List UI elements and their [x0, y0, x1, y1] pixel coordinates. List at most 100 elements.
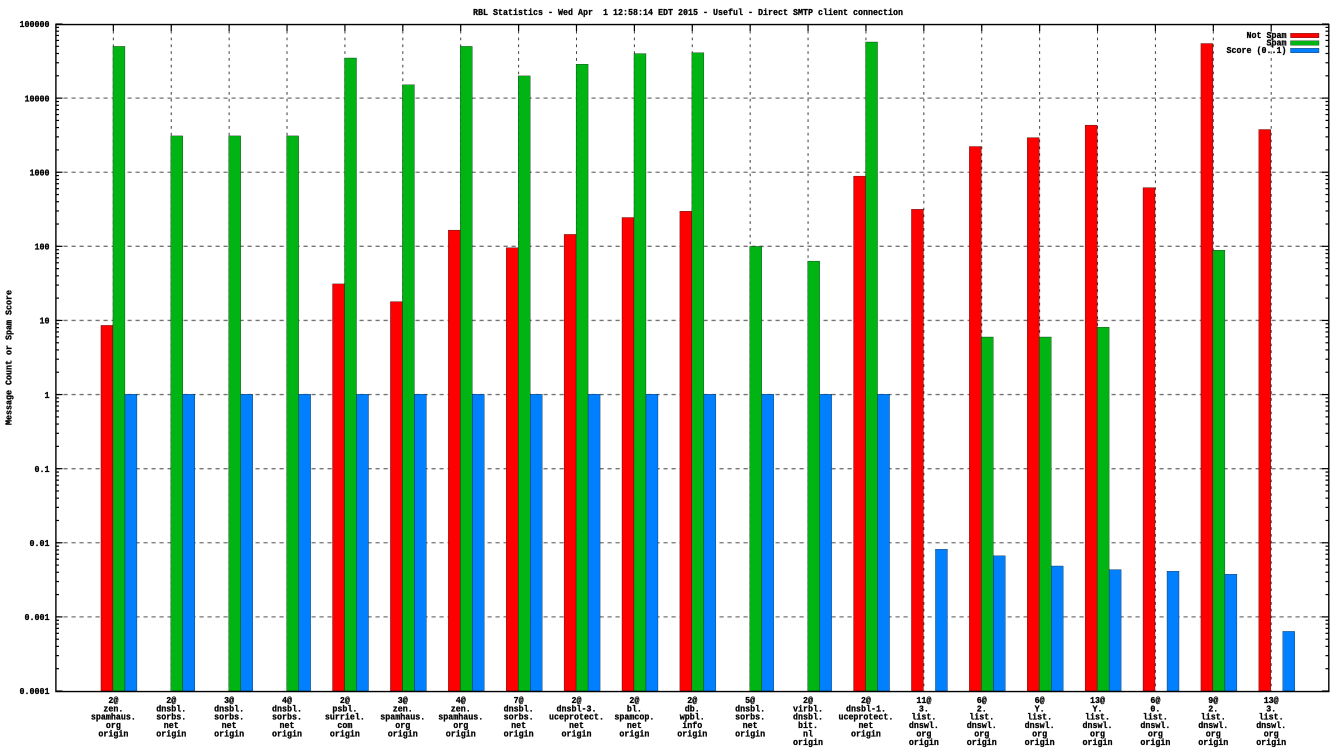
svg-text:list.: list. — [1259, 712, 1284, 723]
svg-text:2@: 2@ — [108, 695, 118, 706]
svg-text:2@: 2@ — [571, 695, 581, 706]
svg-text:info: info — [682, 720, 702, 731]
svg-text:origin: origin — [388, 728, 418, 739]
svg-text:origin: origin — [677, 728, 707, 739]
svg-text:origin: origin — [1140, 737, 1170, 748]
svg-text:dnswl.: dnswl. — [1256, 720, 1286, 731]
svg-text:0.1: 0.1 — [35, 464, 50, 475]
svg-text:net: net — [511, 720, 526, 731]
svg-text:RBL Statistics - Wed Apr 1 12: RBL Statistics - Wed Apr 1 12:58:14 EDT … — [473, 7, 903, 18]
svg-text:sorbs.: sorbs. — [156, 712, 186, 723]
svg-text:0.01: 0.01 — [30, 538, 50, 549]
svg-text:dnswl.: dnswl. — [967, 720, 997, 731]
svg-text:Score (0..1): Score (0..1) — [1227, 45, 1287, 56]
svg-text:psbl.: psbl. — [332, 703, 357, 714]
svg-text:9@: 9@ — [1208, 695, 1218, 706]
svg-text:dnsbl.: dnsbl. — [272, 703, 302, 714]
svg-text:origin: origin — [1083, 737, 1113, 748]
svg-text:zen.: zen. — [103, 703, 123, 714]
svg-text:11@: 11@ — [916, 695, 931, 706]
svg-text:10: 10 — [40, 316, 50, 327]
svg-text:4@: 4@ — [282, 695, 292, 706]
svg-text:net: net — [164, 720, 179, 731]
svg-text:net: net — [569, 720, 584, 731]
svg-text:list.: list. — [969, 712, 994, 723]
svg-text:dnsbl.: dnsbl. — [504, 703, 534, 714]
svg-text:6@: 6@ — [1150, 695, 1160, 706]
svg-text:2.: 2. — [977, 703, 987, 714]
svg-text:org: org — [916, 728, 931, 739]
svg-text:sorbs.: sorbs. — [214, 712, 244, 723]
svg-text:origin: origin — [967, 737, 997, 748]
svg-text:dnswl.: dnswl. — [1025, 720, 1055, 731]
svg-text:1: 1 — [45, 390, 50, 401]
svg-text:origin: origin — [1198, 737, 1228, 748]
svg-text:spamcop.: spamcop. — [614, 712, 654, 723]
svg-text:zen.: zen. — [451, 703, 471, 714]
svg-text:origin: origin — [446, 728, 476, 739]
svg-text:surriel.: surriel. — [325, 712, 365, 723]
svg-text:virbl.: virbl. — [793, 703, 823, 714]
svg-text:13@: 13@ — [1090, 695, 1105, 706]
svg-text:6@: 6@ — [1035, 695, 1045, 706]
svg-text:dnsbl-1.: dnsbl-1. — [846, 703, 886, 714]
svg-text:dnswl.: dnswl. — [1083, 720, 1113, 731]
svg-text:list.: list. — [911, 712, 936, 723]
svg-text:origin: origin — [851, 728, 881, 739]
svg-text:100000: 100000 — [20, 19, 50, 30]
svg-text:org: org — [1090, 728, 1105, 739]
svg-text:uceprotect.: uceprotect. — [838, 712, 893, 723]
svg-text:100: 100 — [35, 242, 50, 253]
svg-text:net: net — [627, 720, 642, 731]
svg-text:dnsbl-3.: dnsbl-3. — [556, 703, 596, 714]
svg-text:origin: origin — [1256, 737, 1286, 748]
svg-text:db.: db. — [685, 703, 700, 714]
svg-text:zen.: zen. — [393, 703, 413, 714]
svg-text:org: org — [1148, 728, 1163, 739]
svg-text:list.: list. — [1201, 712, 1226, 723]
svg-text:sorbs.: sorbs. — [504, 712, 534, 723]
svg-text:origin: origin — [330, 728, 360, 739]
svg-text:3.: 3. — [919, 703, 929, 714]
svg-text:origin: origin — [793, 737, 823, 748]
svg-text:2@: 2@ — [687, 695, 697, 706]
svg-text:bl.: bl. — [627, 703, 642, 714]
svg-text:spamhaus.: spamhaus. — [438, 712, 483, 723]
svg-text:org: org — [106, 720, 121, 731]
svg-text:Spam: Spam — [1267, 37, 1287, 48]
svg-text:0.0001: 0.0001 — [20, 686, 50, 697]
svg-text:2@: 2@ — [803, 695, 813, 706]
svg-text:origin: origin — [1025, 737, 1055, 748]
svg-text:3.: 3. — [1266, 703, 1276, 714]
svg-text:origin: origin — [735, 728, 765, 739]
svg-text:org: org — [1206, 728, 1221, 739]
svg-text:5@: 5@ — [745, 695, 755, 706]
svg-text:2@: 2@ — [166, 695, 176, 706]
svg-text:Y.: Y. — [1035, 703, 1045, 714]
svg-text:2@: 2@ — [861, 695, 871, 706]
svg-text:net: net — [743, 720, 758, 731]
svg-text:1000: 1000 — [30, 167, 50, 178]
svg-text:bit.: bit. — [798, 720, 818, 731]
svg-text:list.: list. — [1085, 712, 1110, 723]
svg-text:net: net — [280, 720, 295, 731]
svg-text:net: net — [858, 720, 873, 731]
svg-text:org: org — [395, 720, 410, 731]
svg-text:wpbl.: wpbl. — [680, 712, 705, 723]
svg-text:list.: list. — [1027, 712, 1052, 723]
svg-text:6@: 6@ — [977, 695, 987, 706]
svg-text:list.: list. — [1143, 712, 1168, 723]
svg-text:origin: origin — [214, 728, 244, 739]
svg-text:Not Spam: Not Spam — [1247, 30, 1287, 41]
svg-text:dnsbl.: dnsbl. — [793, 712, 823, 723]
svg-text:2.: 2. — [1208, 703, 1218, 714]
svg-text:2@: 2@ — [340, 695, 350, 706]
svg-text:dnsbl.: dnsbl. — [735, 703, 765, 714]
svg-text:org: org — [974, 728, 989, 739]
svg-text:net: net — [222, 720, 237, 731]
svg-text:org: org — [453, 720, 468, 731]
svg-text:sorbs.: sorbs. — [272, 712, 302, 723]
svg-text:4@: 4@ — [456, 695, 466, 706]
svg-text:2@: 2@ — [629, 695, 639, 706]
svg-text:dnswl.: dnswl. — [909, 720, 939, 731]
